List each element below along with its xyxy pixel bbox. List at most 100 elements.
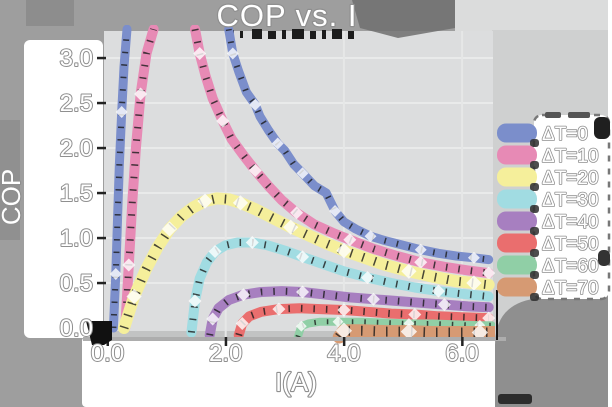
series-node-ΔT=0: [329, 205, 341, 217]
series-node-ΔT=70: [471, 324, 488, 341]
legend-label-ΔT=50: ΔT=50: [542, 234, 599, 255]
legend-top-artifact: [545, 112, 561, 118]
origin-smudge: [86, 321, 112, 345]
legend-chip-ΔT=30: [497, 189, 537, 209]
left-edge-smudge: [0, 120, 20, 240]
series-node-ΔT=0: [296, 167, 309, 180]
series-node-ΔT=40: [236, 288, 250, 302]
series-node-ΔT=20: [161, 221, 178, 237]
series-node-ΔT=50: [408, 308, 422, 321]
right-edge-strip: [608, 0, 612, 407]
legend-label-ΔT=30: ΔT=30: [542, 190, 599, 211]
ylabel-strip: [24, 40, 103, 338]
legend-chip-shadow-ΔT=20: [530, 183, 539, 191]
legend-top-artifact-2: [568, 112, 590, 118]
series-node-ΔT=20: [466, 275, 482, 291]
y-tick-label-0.0: 0.0: [60, 315, 93, 342]
series-band-ΔT=60: [293, 317, 495, 341]
bottom-right-dash-artifact: [498, 394, 532, 404]
legend-label-ΔT=10: ΔT=10: [542, 146, 599, 167]
x-tick-2: [224, 337, 228, 346]
y-tick-1: [97, 236, 106, 240]
legend-chip-shadow-ΔT=50: [530, 249, 539, 257]
series-node-ΔT=30: [361, 271, 375, 285]
series-node-ΔT=30: [208, 245, 222, 258]
series-node-ΔT=30: [245, 236, 259, 249]
legend-chip-shadow-ΔT=30: [530, 205, 539, 213]
series-band-ΔT=40: [204, 286, 494, 341]
series-node-ΔT=10: [482, 266, 495, 280]
y-tick-label-1.0: 1.0: [60, 225, 93, 252]
series-node-ΔT=10: [248, 164, 262, 177]
series-node-ΔT=10: [290, 206, 304, 220]
y-tick-2: [97, 146, 106, 150]
series-band-ΔT=30: [186, 237, 494, 338]
x-tick-6: [461, 337, 464, 346]
top-left-smudge: [26, 0, 74, 26]
y-tick-label-1.5: 1.5: [60, 180, 93, 207]
series-node-ΔT=20: [401, 263, 417, 279]
y-tick-3: [97, 56, 106, 60]
series-node-ΔT=60: [295, 320, 307, 332]
series-node-ΔT=0: [467, 251, 480, 264]
bottom-right-line-artifact: [496, 290, 498, 340]
series-node-ΔT=0: [109, 268, 122, 280]
x-tick-label-6.0: 6.0: [445, 340, 478, 367]
series-node-ΔT=0: [115, 106, 128, 118]
title-right-smudge: [352, 0, 455, 38]
series-node-ΔT=0: [226, 47, 239, 60]
legend-label-ΔT=20: ΔT=20: [542, 168, 599, 189]
legend-chip-ΔT=10: [497, 145, 537, 165]
legend-right-artifact: [598, 250, 610, 266]
legend-chip-shadow-ΔT=60: [530, 271, 539, 279]
series-errorbars-ΔT=10: [191, 28, 490, 277]
series-node-ΔT=0: [271, 137, 284, 150]
series-node-ΔT=20: [232, 195, 249, 211]
y-tick-0.5: [97, 281, 106, 285]
legend-chip-ΔT=60: [497, 255, 537, 275]
series-node-ΔT=20: [126, 288, 142, 305]
series-node-ΔT=0: [414, 243, 427, 256]
series-node-ΔT=50: [235, 317, 249, 330]
legend-chip-ΔT=70: [497, 277, 537, 297]
legend-chip-ΔT=0: [497, 123, 537, 143]
legend-label-ΔT=70: ΔT=70: [542, 278, 599, 299]
series-node-ΔT=10: [414, 255, 428, 269]
y-tick-1.5: [97, 191, 106, 195]
y-tick-label-2.0: 2.0: [60, 135, 93, 162]
y-tick-label-3.0: 3.0: [60, 45, 93, 72]
tick-labels: 0.0 2.0 4.0 6.0 0.0 0.5 1.0 1.5 2.0 2.5 3.0: [59, 44, 480, 368]
series-node-ΔT=20: [336, 243, 352, 259]
series-node-ΔT=40: [296, 285, 310, 299]
series-node-ΔT=10: [122, 258, 136, 272]
legend-chip-shadow-ΔT=70: [530, 293, 539, 301]
series-node-ΔT=60: [332, 316, 344, 328]
x-axis-smudge-band: [83, 337, 506, 341]
series-node-ΔT=70: [335, 322, 353, 339]
series-node-ΔT=10: [134, 87, 148, 101]
legend-chip-shadow-ΔT=40: [530, 227, 539, 235]
xlabel-strip: [82, 337, 506, 407]
series-node-ΔT=30: [296, 250, 310, 264]
x-axis-label: I(A): [275, 367, 317, 397]
y-tick-label-0.5: 0.5: [60, 270, 93, 297]
y-axis-label: COP: [0, 169, 26, 225]
y-tick-label-2.5: 2.5: [60, 90, 93, 117]
bottom-right-blob: [495, 291, 612, 407]
legend-label-ΔT=0: ΔT=0: [542, 124, 588, 145]
chart-title: COP vs. I: [216, 0, 357, 33]
series-node-ΔT=40: [437, 298, 451, 312]
series-node-ΔT=40: [366, 292, 380, 306]
y-tick-2.5: [97, 101, 106, 105]
series-node-ΔT=40: [206, 312, 220, 326]
legend-corner-artifact: [594, 117, 610, 139]
series-node-ΔT=10: [216, 114, 230, 128]
series-node-ΔT=50: [337, 303, 351, 317]
x-tick-4: [342, 337, 346, 346]
legend-chip-shadow-ΔT=0: [530, 139, 539, 147]
series-band-ΔT=50: [233, 303, 494, 341]
legend-label-ΔT=40: ΔT=40: [542, 212, 599, 233]
series-node-ΔT=30: [188, 294, 202, 308]
